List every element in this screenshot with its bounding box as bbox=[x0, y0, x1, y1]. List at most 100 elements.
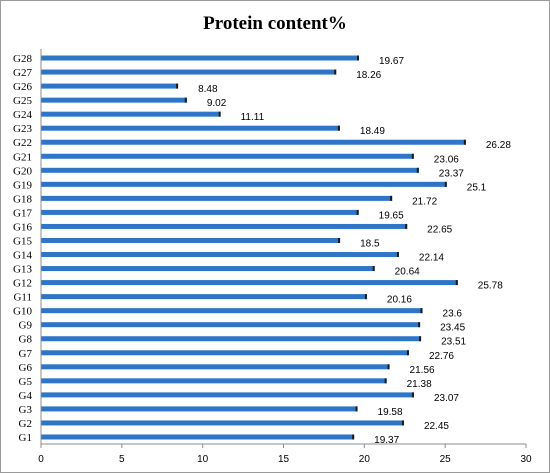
category-label-g20: G20 bbox=[13, 165, 32, 177]
bar-g12 bbox=[41, 280, 458, 286]
value-label-g24: 11.11 bbox=[241, 112, 265, 123]
category-label-g3: G3 bbox=[19, 404, 33, 416]
value-label-g4: 23.07 bbox=[434, 393, 459, 404]
value-label-g28: 19.67 bbox=[379, 56, 404, 67]
category-label-g24: G24 bbox=[13, 109, 32, 121]
category-label-g21: G21 bbox=[13, 151, 32, 163]
category-label-g12: G12 bbox=[13, 278, 32, 290]
bar-end-g13 bbox=[372, 266, 375, 272]
bar-g20 bbox=[41, 167, 419, 173]
value-label-g19: 25.1 bbox=[467, 182, 487, 193]
bar-g16 bbox=[41, 223, 408, 229]
bar-end-g14 bbox=[396, 252, 399, 258]
bar-g21 bbox=[41, 153, 414, 159]
value-label-g9: 23.45 bbox=[440, 323, 465, 334]
value-label-g16: 22.65 bbox=[427, 224, 452, 235]
bar-g7 bbox=[41, 350, 409, 356]
category-label-g14: G14 bbox=[13, 250, 32, 262]
bar-g26 bbox=[41, 83, 179, 89]
x-tick-label: 15 bbox=[278, 454, 290, 465]
bar-end-g12 bbox=[455, 280, 458, 286]
bar-g11 bbox=[41, 294, 367, 300]
value-label-g17: 19.65 bbox=[379, 210, 404, 221]
category-label-g28: G28 bbox=[13, 53, 32, 65]
bar-g25 bbox=[41, 97, 187, 103]
category-label-g26: G26 bbox=[13, 81, 32, 93]
bar-end-g6 bbox=[387, 364, 390, 370]
bar-end-g22 bbox=[463, 139, 466, 145]
x-tick-label: 30 bbox=[520, 454, 532, 465]
bar-g14 bbox=[41, 252, 399, 258]
bar-end-g8 bbox=[419, 336, 422, 342]
category-label-g19: G19 bbox=[13, 179, 32, 191]
x-tick-label: 25 bbox=[440, 454, 452, 465]
bar-end-g21 bbox=[411, 153, 414, 159]
category-label-g6: G6 bbox=[19, 362, 33, 374]
value-label-g11: 20.16 bbox=[387, 295, 412, 306]
bar-end-g24 bbox=[218, 111, 221, 117]
category-label-g9: G9 bbox=[19, 320, 33, 332]
bar-end-g5 bbox=[384, 378, 387, 384]
bar-g1 bbox=[41, 434, 355, 440]
bar-end-g3 bbox=[355, 406, 358, 412]
bar-g24 bbox=[41, 111, 221, 117]
bar-end-g2 bbox=[401, 420, 404, 426]
bar-end-g27 bbox=[334, 69, 337, 75]
bar-end-g11 bbox=[364, 294, 367, 300]
value-label-g23: 18.49 bbox=[360, 126, 385, 137]
bar-end-g4 bbox=[411, 392, 414, 398]
x-tick-label: 10 bbox=[197, 454, 209, 465]
value-label-g1: 19.37 bbox=[374, 435, 399, 446]
bar-end-g16 bbox=[405, 223, 408, 229]
bar-g6 bbox=[41, 364, 390, 370]
bar-g9 bbox=[41, 322, 421, 328]
x-tick-label: 5 bbox=[119, 454, 125, 465]
value-label-g25: 9.02 bbox=[207, 98, 227, 109]
category-label-g4: G4 bbox=[19, 390, 33, 402]
bars-layer bbox=[41, 55, 466, 440]
bar-g3 bbox=[41, 406, 358, 412]
category-label-g5: G5 bbox=[19, 376, 33, 388]
value-label-g3: 19.58 bbox=[378, 407, 403, 418]
bar-g22 bbox=[41, 139, 466, 145]
x-tick-label: 0 bbox=[38, 454, 44, 465]
bar-g28 bbox=[41, 55, 359, 61]
bar-g2 bbox=[41, 420, 404, 426]
category-label-g11: G11 bbox=[13, 292, 32, 304]
value-label-g20: 23.37 bbox=[439, 168, 464, 179]
bar-end-g26 bbox=[176, 83, 179, 89]
category-label-g15: G15 bbox=[13, 235, 32, 247]
value-label-g8: 23.51 bbox=[441, 337, 466, 348]
bar-g4 bbox=[41, 392, 414, 398]
category-label-g2: G2 bbox=[19, 418, 32, 430]
value-label-g15: 18.5 bbox=[360, 238, 380, 249]
category-label-g13: G13 bbox=[13, 264, 32, 276]
category-label-g22: G22 bbox=[13, 137, 32, 149]
bar-end-g15 bbox=[338, 237, 341, 243]
category-label-g1: G1 bbox=[19, 432, 32, 444]
value-label-g10: 23.6 bbox=[443, 309, 463, 320]
bar-end-g25 bbox=[184, 97, 187, 103]
chart-title: Protein content% bbox=[203, 13, 347, 34]
bar-end-g20 bbox=[416, 167, 419, 173]
category-label-g8: G8 bbox=[19, 334, 33, 346]
category-label-g7: G7 bbox=[19, 348, 33, 360]
value-label-g27: 18.26 bbox=[356, 70, 381, 81]
x-axis: 0 5 10 15 20 25 30 bbox=[38, 49, 532, 465]
bar-end-g19 bbox=[444, 181, 447, 187]
value-label-g5: 21.38 bbox=[407, 379, 432, 390]
category-label-g27: G27 bbox=[13, 67, 32, 79]
bar-g15 bbox=[41, 237, 341, 243]
value-label-g21: 23.06 bbox=[434, 154, 459, 165]
bar-g5 bbox=[41, 378, 387, 384]
bar-g18 bbox=[41, 195, 393, 201]
bar-end-g23 bbox=[337, 125, 340, 131]
category-label-g18: G18 bbox=[13, 193, 32, 205]
x-tick-label: 20 bbox=[359, 454, 371, 465]
category-label-g17: G17 bbox=[13, 207, 32, 219]
category-label-g16: G16 bbox=[13, 221, 32, 233]
value-label-g7: 22.76 bbox=[429, 351, 454, 362]
